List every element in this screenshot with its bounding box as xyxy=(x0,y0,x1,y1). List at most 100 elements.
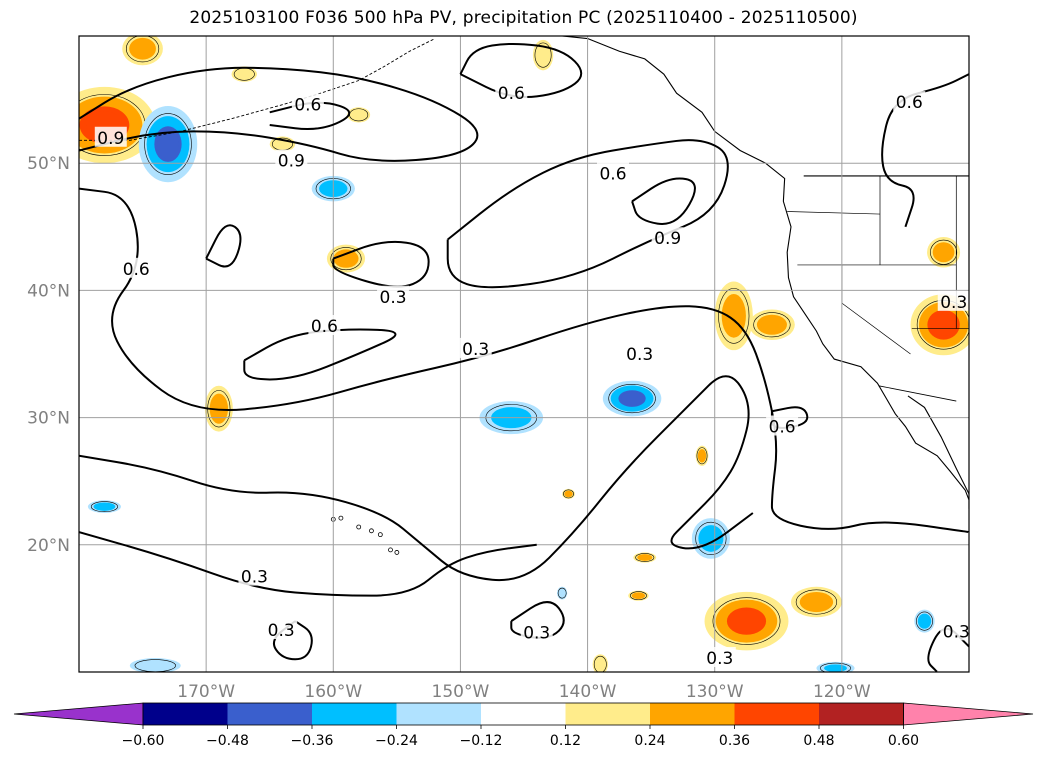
us-mexico-border xyxy=(878,385,957,402)
contour-label-bg xyxy=(893,91,926,112)
x-tick-label: 170°W xyxy=(177,682,235,702)
precip-outline xyxy=(593,655,607,672)
precip-outline xyxy=(753,312,791,338)
contour-label-bg xyxy=(459,337,492,358)
y-axis-ticks: 50°N 40°N 30°N 20°N xyxy=(27,154,70,556)
precip-cell xyxy=(931,313,956,336)
chart-title: 2025103100 F036 500 hPa PV, precipitatio… xyxy=(189,8,858,28)
precip-outline xyxy=(563,489,574,499)
precip-region xyxy=(129,658,181,672)
precip-region xyxy=(602,380,662,417)
pv-contour-line xyxy=(631,177,696,226)
precip-region xyxy=(791,586,842,618)
precip-cell xyxy=(701,528,721,549)
colorbar-tick-label: −0.36 xyxy=(291,733,334,749)
precip-region xyxy=(910,294,969,356)
precip-outline xyxy=(795,589,838,615)
colorbar-tick-label: −0.48 xyxy=(206,733,249,749)
colorbar-extend-high xyxy=(903,702,1034,726)
precip-cell xyxy=(235,68,253,80)
pv-contour-line xyxy=(205,224,242,268)
map-frame xyxy=(78,35,970,673)
precip-region xyxy=(592,654,608,672)
precip-cell xyxy=(137,660,173,671)
island xyxy=(377,532,383,538)
state-border xyxy=(841,264,911,355)
x-tick-label: 130°W xyxy=(686,682,744,702)
colorbar-bin xyxy=(650,703,735,725)
contour-label-bg xyxy=(265,619,298,640)
precip-region xyxy=(326,244,366,273)
island xyxy=(369,528,374,534)
precip-region xyxy=(691,518,730,559)
precip-outline xyxy=(557,587,567,599)
precip-cell xyxy=(595,657,606,672)
contour-label: 0.6 xyxy=(769,418,796,438)
contour-label: 0.3 xyxy=(462,340,489,360)
precip-outline xyxy=(144,113,192,175)
y-tick-label: 20°N xyxy=(27,536,70,556)
contour-label-bg xyxy=(597,162,629,183)
precip-cell xyxy=(730,610,763,633)
precip-cell xyxy=(935,244,952,260)
coastlines xyxy=(79,36,969,555)
contour-label-bg xyxy=(623,343,656,363)
pv-contour-line xyxy=(269,101,351,131)
precip-cell xyxy=(639,555,651,560)
colorbar-bin xyxy=(227,703,312,725)
precip-outline xyxy=(534,42,552,68)
precip-cell xyxy=(565,491,572,497)
contour-label-bg xyxy=(703,647,736,668)
pv-contour-line xyxy=(79,187,969,534)
precip-outline xyxy=(126,36,160,63)
colorbar-bin xyxy=(565,703,650,725)
precip-cell xyxy=(558,588,566,598)
y-tick-label: 30°N xyxy=(27,409,70,429)
precip-cell xyxy=(156,129,180,159)
precip-cell xyxy=(132,40,153,57)
island xyxy=(388,547,393,553)
precip-cell xyxy=(536,44,550,66)
contour-label: 0.6 xyxy=(311,317,338,337)
colorbar-bin xyxy=(143,703,228,725)
contour-label-bg xyxy=(940,620,973,641)
precip-cell xyxy=(760,317,784,333)
island xyxy=(394,550,400,555)
pv-contour-line xyxy=(79,375,754,582)
contour-label: 0.3 xyxy=(626,345,653,365)
precip-cell xyxy=(621,391,644,406)
pv-contours xyxy=(79,42,969,672)
colorbar-frame xyxy=(142,702,904,726)
colorbar-bin xyxy=(396,703,481,725)
contour-label: 0.3 xyxy=(241,568,268,588)
colorbar-tick-label: 0.24 xyxy=(634,733,665,749)
contour-label: 0.3 xyxy=(943,622,970,642)
precip-region xyxy=(914,609,935,633)
contour-label-bg xyxy=(120,257,153,278)
colorbar-bin xyxy=(819,703,904,725)
contour-label-bg xyxy=(377,285,410,306)
contour-label-bg xyxy=(495,82,528,103)
y-tick-label: 40°N xyxy=(27,281,70,301)
precip-outline xyxy=(916,611,933,631)
precip-cell xyxy=(96,503,113,510)
colorbar-tick-label: −0.60 xyxy=(122,733,165,749)
pv-contour-line xyxy=(881,73,969,228)
colorbar-tick-label: −0.12 xyxy=(460,733,503,749)
precip-outline xyxy=(608,383,656,414)
precip-cell xyxy=(633,593,644,599)
precip-region xyxy=(557,586,568,600)
contour-label: 0.9 xyxy=(278,152,305,172)
contour-label: 0.3 xyxy=(523,624,550,644)
x-tick-label: 160°W xyxy=(304,682,362,702)
contour-label-bg xyxy=(651,227,684,248)
state-border xyxy=(787,211,881,215)
island xyxy=(338,515,344,521)
colorbar-extend-low xyxy=(13,702,144,726)
precip-region xyxy=(231,66,257,82)
colorbar-tick-label: 0.36 xyxy=(719,733,750,749)
precip-region xyxy=(204,385,233,432)
contour-label: 0.3 xyxy=(940,293,967,313)
precip-region xyxy=(138,105,198,183)
